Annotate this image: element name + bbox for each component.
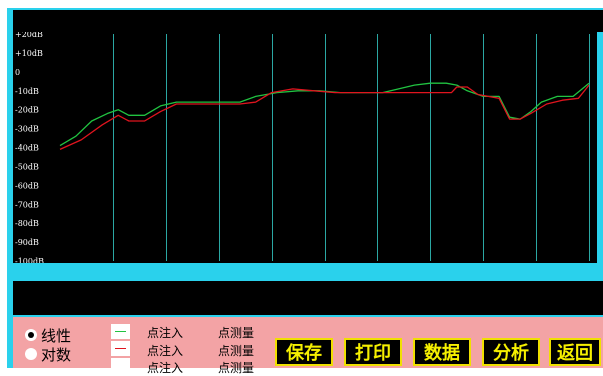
y-tick-label: +10dB xyxy=(15,49,43,58)
instrument-screen: +20dB +10dB 0 -10dB -20dB -30dB -40dB -50dB -60d… xyxy=(7,8,603,375)
y-tick-label: -80dB xyxy=(15,219,39,228)
series-line-2 xyxy=(59,84,590,150)
legend-line-green xyxy=(115,331,126,332)
radio-linear-dot xyxy=(25,329,37,341)
legend-swatch-white xyxy=(111,358,130,373)
response-chart-svg: +20dB +10dB 0 -10dB -20dB -30dB -40dB -50dB -60d… xyxy=(15,32,590,263)
legend-measure-2: 点测量 xyxy=(218,344,255,358)
analyze-button[interactable]: 分析 xyxy=(482,338,540,366)
message-bar xyxy=(13,281,603,315)
y-tick-label: -50dB xyxy=(15,162,39,171)
response-plot: +20dB +10dB 0 -10dB -20dB -30dB -40dB -50dB -60d… xyxy=(13,32,597,263)
series-line-1 xyxy=(59,82,590,147)
y-tick-label: -40dB xyxy=(15,144,39,153)
radio-log[interactable]: 对数 xyxy=(25,345,72,364)
legend-line-red xyxy=(115,348,126,349)
y-tick-label: 0 xyxy=(15,68,20,77)
legend-swatch-red xyxy=(111,341,130,356)
y-tick-label: -30dB xyxy=(15,125,39,134)
back-button[interactable]: 返回 xyxy=(549,338,601,366)
y-tick-label: -90dB xyxy=(15,238,39,247)
radio-log-label: 对数 xyxy=(41,345,72,364)
legend-inject-1: 点注入 xyxy=(147,326,184,340)
y-tick-label: -10dB xyxy=(15,87,39,96)
radio-log-dot xyxy=(25,348,37,360)
data-button[interactable]: 数据 xyxy=(413,338,471,366)
legend-line-white xyxy=(115,365,126,366)
legend-swatch-green xyxy=(111,324,130,339)
legend-inject-2: 点注入 xyxy=(147,344,184,358)
y-tick-label: +20dB xyxy=(15,32,43,39)
y-tick-label: -20dB xyxy=(15,106,39,115)
legend-measure-1: 点测量 xyxy=(218,326,255,340)
y-tick-label: -60dB xyxy=(15,181,39,190)
control-panel: 线性 对数 点注入 点测量 点注入 点测量 点注入 点测量 保存 打印 数据 分… xyxy=(13,317,603,375)
save-button[interactable]: 保存 xyxy=(275,338,333,366)
title-bar xyxy=(13,10,603,32)
print-button[interactable]: 打印 xyxy=(344,338,402,366)
y-tick-label: -100dB xyxy=(15,257,44,263)
radio-linear[interactable]: 线性 xyxy=(25,326,72,345)
radio-linear-label: 线性 xyxy=(41,326,72,345)
y-tick-label: -70dB xyxy=(15,200,39,209)
